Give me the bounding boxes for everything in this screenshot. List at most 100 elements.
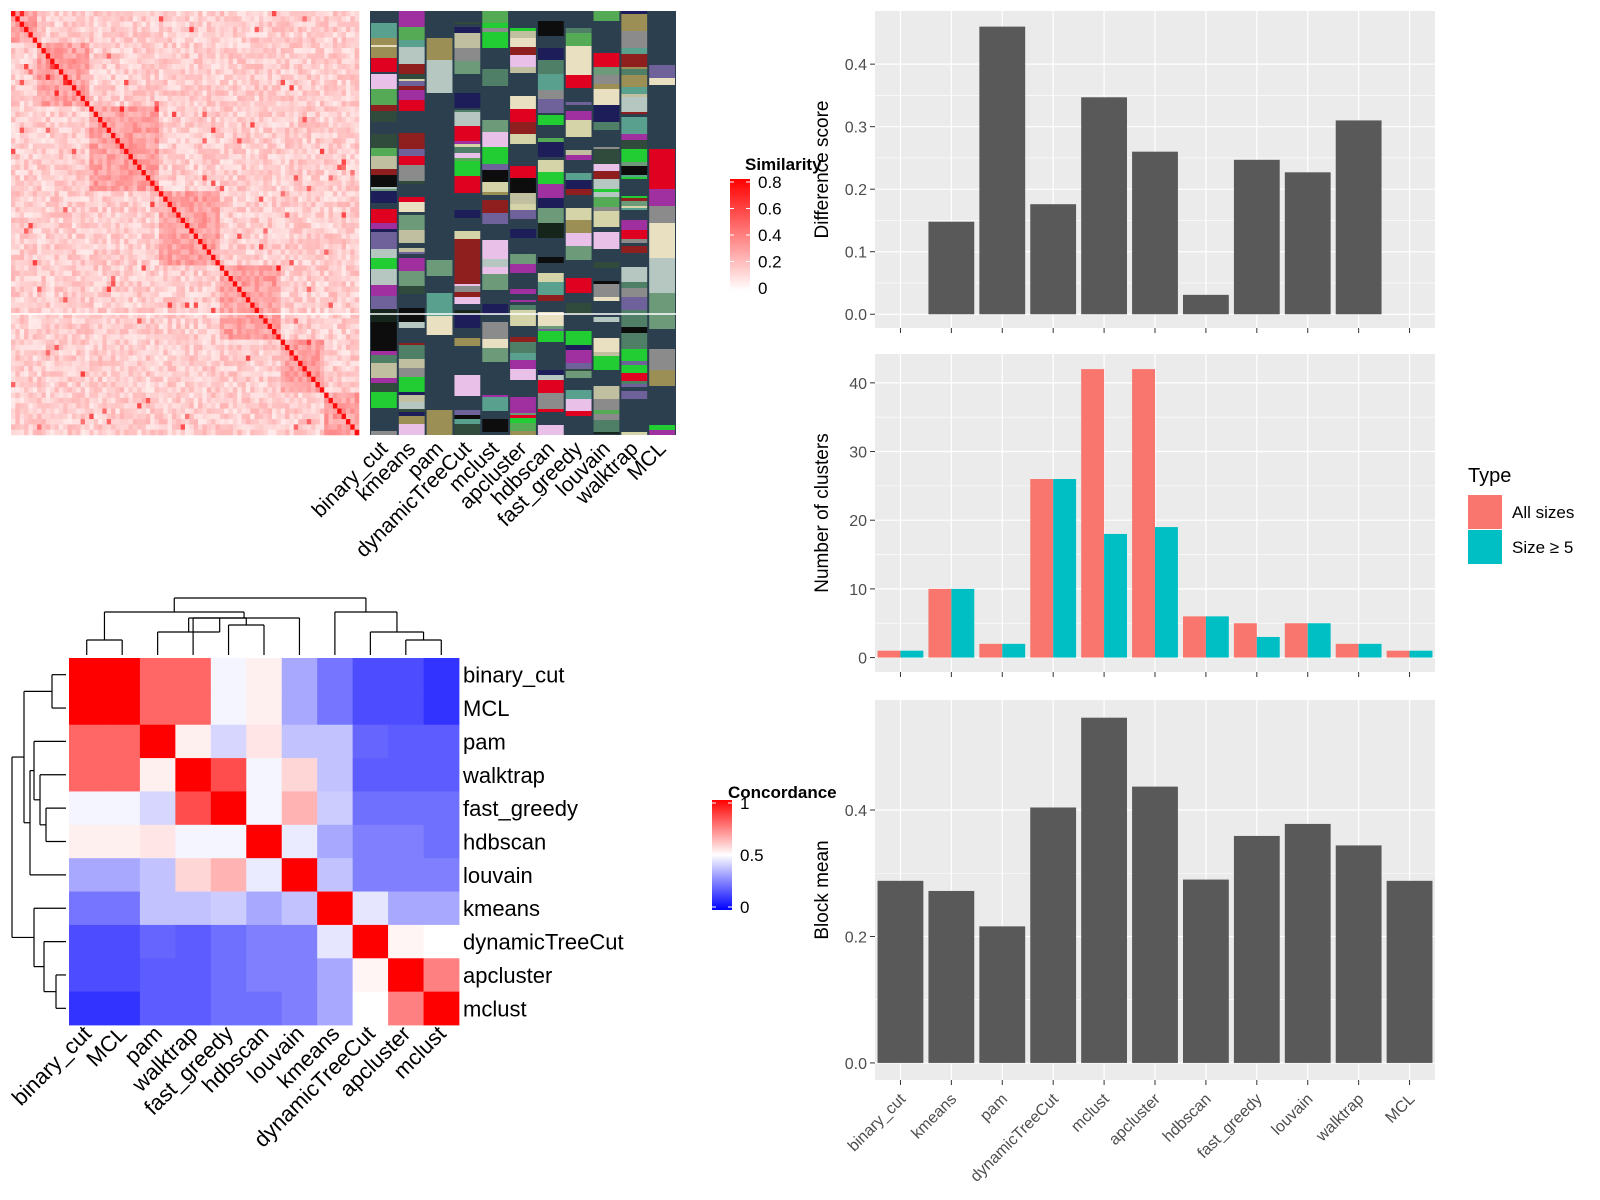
similarity-cell <box>293 138 299 144</box>
similarity-cell <box>80 111 86 118</box>
similarity-cell <box>137 339 142 346</box>
similarity-cell <box>111 79 116 86</box>
similarity-cell <box>258 16 264 22</box>
similarity-cell <box>341 64 347 70</box>
similarity-cell <box>332 185 338 192</box>
similarity-cell <box>150 212 155 218</box>
similarity-cell <box>276 101 281 107</box>
similarity-cell <box>63 154 68 160</box>
similarity-cell <box>332 53 338 59</box>
similarity-cell <box>132 90 138 97</box>
similarity-cell <box>37 265 42 271</box>
similarity-cell <box>202 32 208 38</box>
similarity-cell <box>102 244 107 250</box>
similarity-cell <box>28 170 34 176</box>
similarity-cell <box>145 217 151 224</box>
similarity-cell <box>98 101 103 107</box>
similarity-cell <box>150 191 155 197</box>
similarity-cell <box>163 159 168 165</box>
similarity-cell <box>106 11 112 17</box>
similarity-cell <box>345 297 351 303</box>
similarity-cell <box>272 291 277 298</box>
similarity-cell <box>354 175 360 181</box>
similarity-cell <box>141 159 147 165</box>
similarity-cell <box>150 64 155 70</box>
similarity-cell <box>80 143 86 150</box>
similarity-cell <box>93 11 99 17</box>
similarity-cell <box>150 111 155 118</box>
similarity-cell <box>319 42 325 49</box>
similarity-cell <box>180 154 186 160</box>
similarity-cell <box>67 69 73 75</box>
similarity-cell <box>280 233 286 240</box>
similarity-cell <box>345 101 351 107</box>
similarity-cell <box>24 260 29 266</box>
similarity-cell <box>285 64 290 70</box>
similarity-cell <box>215 254 221 261</box>
similarity-cell <box>11 37 16 44</box>
similarity-cell <box>80 339 86 346</box>
similarity-cell <box>106 260 112 266</box>
similarity-cell <box>115 334 121 340</box>
similarity-cell <box>154 106 160 112</box>
similarity-cell <box>237 207 242 213</box>
similarity-cell <box>93 307 99 314</box>
similarity-cell <box>202 143 208 150</box>
similarity-cell <box>111 127 116 134</box>
similarity-cell <box>306 265 312 271</box>
similarity-cell <box>19 223 25 229</box>
similarity-cell <box>298 180 303 187</box>
similarity-cell <box>128 53 134 59</box>
similarity-cell <box>89 101 94 107</box>
similarity-cell <box>285 201 290 208</box>
similarity-cell <box>15 26 20 33</box>
similarity-cell <box>263 58 268 65</box>
similarity-cell <box>285 249 290 256</box>
similarity-cell <box>58 276 64 282</box>
similarity-cell <box>285 164 290 171</box>
similarity-cell <box>228 42 234 49</box>
similarity-cell <box>128 196 134 203</box>
similarity-cell <box>189 233 194 240</box>
similarity-cell <box>11 249 16 256</box>
similarity-cell <box>111 58 116 65</box>
similarity-cell <box>71 106 77 112</box>
similarity-cell <box>19 21 25 28</box>
similarity-cell <box>250 69 255 75</box>
similarity-cell <box>115 85 121 91</box>
similarity-cell <box>272 32 277 38</box>
similarity-cell <box>24 32 29 38</box>
similarity-cell <box>37 64 42 70</box>
similarity-cell <box>28 254 34 261</box>
similarity-cell <box>311 244 316 250</box>
similarity-cell <box>350 74 355 81</box>
similarity-cell <box>232 228 238 234</box>
similarity-cell <box>219 164 225 171</box>
similarity-cell <box>185 85 190 91</box>
similarity-cell <box>193 42 199 49</box>
similarity-cell <box>58 122 64 128</box>
similarity-cell <box>63 313 68 319</box>
similarity-cell <box>145 138 151 144</box>
similarity-cell <box>171 64 177 70</box>
similarity-cell <box>272 159 277 165</box>
similarity-cell <box>150 53 155 59</box>
similarity-cell <box>202 180 208 187</box>
similarity-cell <box>98 37 103 44</box>
similarity-cell <box>124 138 129 144</box>
similarity-cell <box>180 307 186 314</box>
similarity-cell <box>154 249 160 256</box>
similarity-cell <box>250 11 255 17</box>
similarity-cell <box>124 159 129 165</box>
similarity-cell <box>19 185 25 192</box>
similarity-cell <box>15 196 20 203</box>
similarity-cell <box>28 79 34 86</box>
similarity-cell <box>32 228 38 234</box>
similarity-cell <box>311 217 316 224</box>
similarity-cell <box>345 159 351 165</box>
similarity-cell <box>102 249 107 256</box>
similarity-cell <box>71 233 77 240</box>
similarity-cell <box>311 170 316 176</box>
similarity-cell <box>193 90 199 97</box>
similarity-cell <box>350 297 355 303</box>
